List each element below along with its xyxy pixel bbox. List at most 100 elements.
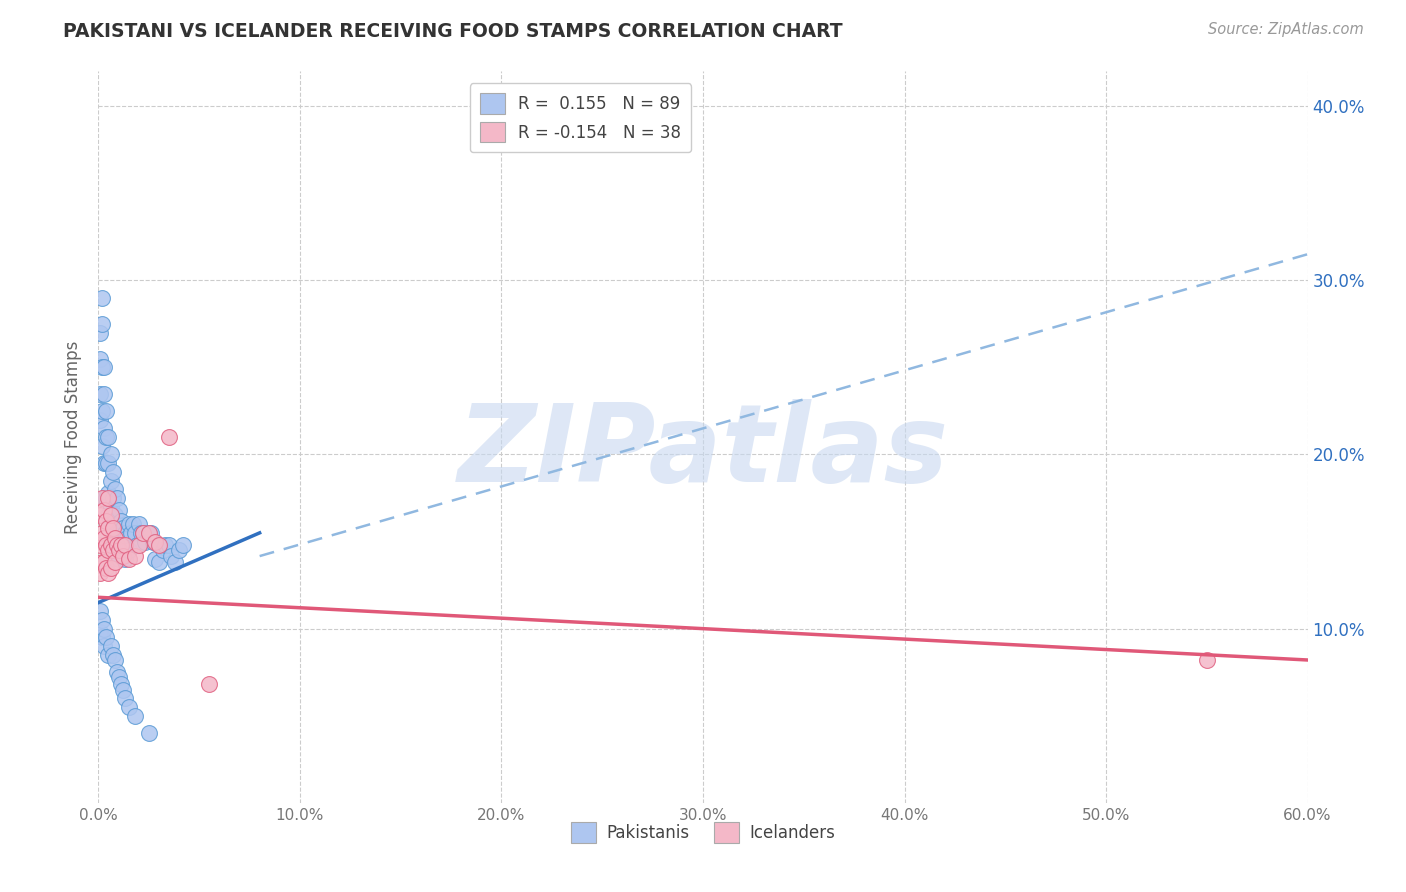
Point	[124, 549, 146, 563]
Point	[91, 439, 114, 453]
Point	[101, 521, 124, 535]
Point	[91, 491, 114, 505]
Point	[89, 351, 111, 366]
Point	[143, 534, 166, 549]
Point	[163, 556, 186, 570]
Point	[128, 517, 150, 532]
Point	[138, 726, 160, 740]
Point	[132, 525, 155, 540]
Point	[114, 538, 136, 552]
Point	[100, 500, 122, 514]
Point	[93, 491, 115, 505]
Point	[100, 474, 122, 488]
Point	[97, 521, 120, 535]
Point	[97, 430, 120, 444]
Point	[89, 508, 111, 523]
Point	[107, 543, 129, 558]
Point	[148, 538, 170, 552]
Point	[93, 386, 115, 401]
Point	[101, 648, 124, 662]
Point	[105, 665, 128, 680]
Point	[101, 465, 124, 479]
Point	[107, 552, 129, 566]
Point	[111, 521, 134, 535]
Point	[103, 653, 125, 667]
Point	[138, 525, 160, 540]
Point	[110, 677, 132, 691]
Point	[157, 538, 180, 552]
Point	[100, 538, 122, 552]
Point	[120, 525, 142, 540]
Point	[167, 543, 190, 558]
Point	[101, 543, 124, 558]
Point	[103, 549, 125, 563]
Point	[118, 517, 141, 532]
Point	[91, 631, 114, 645]
Point	[142, 534, 165, 549]
Point	[93, 556, 115, 570]
Point	[118, 700, 141, 714]
Point	[172, 538, 194, 552]
Point	[91, 556, 114, 570]
Text: Source: ZipAtlas.com: Source: ZipAtlas.com	[1208, 22, 1364, 37]
Point	[100, 639, 122, 653]
Point	[121, 517, 143, 532]
Point	[93, 360, 115, 375]
Point	[138, 525, 160, 540]
Point	[96, 491, 118, 505]
Text: ZIPatlas: ZIPatlas	[457, 399, 949, 505]
Point	[148, 556, 170, 570]
Point	[139, 525, 162, 540]
Point	[134, 534, 156, 549]
Point	[96, 631, 118, 645]
Point	[107, 670, 129, 684]
Point	[128, 538, 150, 552]
Point	[107, 525, 129, 540]
Point	[143, 552, 166, 566]
Point	[89, 538, 111, 552]
Point	[115, 531, 138, 545]
Point	[1195, 653, 1218, 667]
Point	[105, 517, 128, 532]
Point	[100, 538, 122, 552]
Point	[89, 326, 111, 340]
Point	[114, 552, 136, 566]
Point	[91, 525, 114, 540]
Point	[91, 360, 114, 375]
Point	[96, 538, 118, 552]
Point	[97, 491, 120, 505]
Point	[105, 538, 128, 552]
Point	[89, 566, 111, 580]
Point	[97, 543, 120, 558]
Point	[93, 639, 115, 653]
Point	[105, 491, 128, 505]
Point	[124, 525, 146, 540]
Point	[101, 491, 124, 505]
Point	[124, 708, 146, 723]
Point	[93, 622, 115, 636]
Point	[89, 604, 111, 618]
Point	[96, 514, 118, 528]
Point	[96, 404, 118, 418]
Point	[97, 648, 120, 662]
Point	[111, 549, 134, 563]
Point	[103, 556, 125, 570]
Point	[157, 430, 180, 444]
Point	[89, 625, 111, 640]
Point	[110, 538, 132, 552]
Point	[100, 508, 122, 523]
Point	[100, 560, 122, 574]
Point	[100, 448, 122, 462]
Point	[114, 525, 136, 540]
Point	[160, 549, 183, 563]
Point	[93, 531, 115, 545]
Point	[103, 508, 125, 523]
Text: PAKISTANI VS ICELANDER RECEIVING FOOD STAMPS CORRELATION CHART: PAKISTANI VS ICELANDER RECEIVING FOOD ST…	[63, 22, 842, 41]
Point	[114, 691, 136, 706]
Point	[96, 456, 118, 470]
Y-axis label: Receiving Food Stamps: Receiving Food Stamps	[65, 341, 83, 533]
Point	[198, 677, 221, 691]
Point	[101, 514, 124, 528]
Point	[89, 412, 111, 426]
Point	[103, 525, 125, 540]
